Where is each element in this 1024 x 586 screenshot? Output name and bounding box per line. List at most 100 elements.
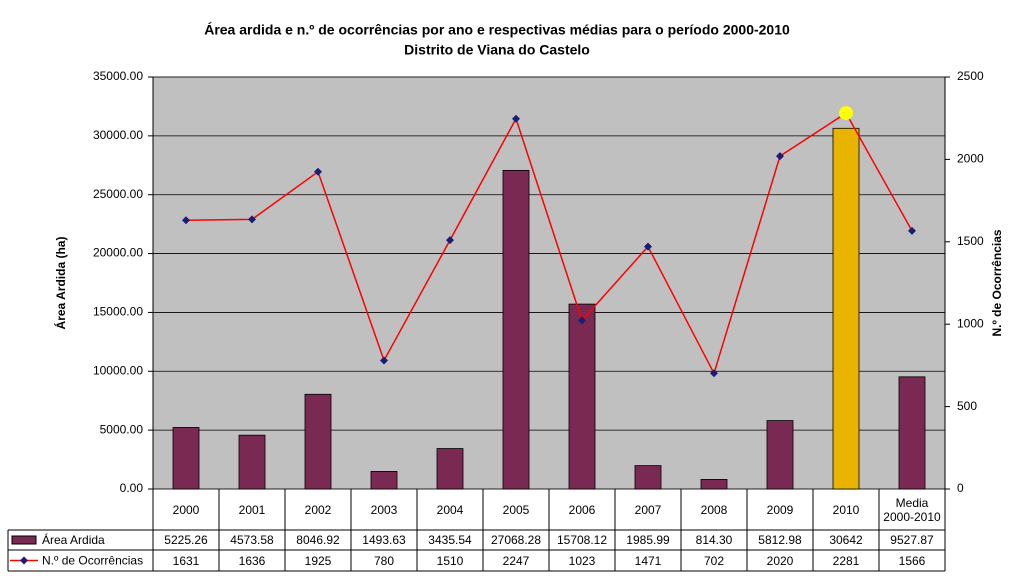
bar xyxy=(832,127,860,490)
bar xyxy=(304,393,332,490)
legend-marker xyxy=(20,556,28,565)
table-value: 15708.12 xyxy=(556,533,608,547)
table-value-box: 1566 xyxy=(898,553,926,568)
legend-label: N.º de Ocorrências xyxy=(42,554,143,568)
y2-tick-label: 0 xyxy=(957,481,964,495)
y2-tick-label: 2000 xyxy=(957,152,984,166)
table-value-box: 30642 xyxy=(829,533,863,547)
category-label: 2009 xyxy=(766,502,794,517)
category-label: 2004 xyxy=(436,502,464,517)
y-tick-label: 10000.00 xyxy=(93,363,143,377)
table-value: 2247 xyxy=(502,553,530,568)
table-value-box: 1510 xyxy=(436,553,464,568)
table-value-box: 27068.28 xyxy=(490,533,542,547)
category-label-box: 2006 xyxy=(569,503,596,517)
bar xyxy=(238,434,266,490)
table-value-box: 4573.58 xyxy=(230,533,274,547)
category-label: 2003 xyxy=(370,502,398,517)
table-value-box: 9527.87 xyxy=(890,533,934,547)
category-label-box: 2008 xyxy=(700,502,728,517)
y2-tick-label: 1500 xyxy=(957,234,984,248)
bar xyxy=(172,427,200,490)
table-value-box: 1925 xyxy=(304,553,332,568)
category-label-box: Media 2000-2010 xyxy=(883,495,941,524)
table-value: 1985.99 xyxy=(626,533,670,547)
category-label-box: 2004 xyxy=(436,502,464,517)
table-value-box: 3435.54 xyxy=(428,533,471,547)
category-label: 2001 xyxy=(238,502,266,517)
bar xyxy=(568,303,596,490)
y-tick-label: 5000.00 xyxy=(100,422,144,436)
table-value-box: 8046.92 xyxy=(296,533,340,547)
table-value-box: 1471 xyxy=(634,553,662,568)
bar xyxy=(436,448,464,490)
bar xyxy=(700,479,728,490)
table-value: 27068.28 xyxy=(490,533,542,547)
y-tick-label: 35000.00 xyxy=(93,69,143,83)
table-value: 702 xyxy=(703,553,725,568)
category-label-box: 2005 xyxy=(502,502,530,517)
table-value-box: 780 xyxy=(373,553,395,568)
marker xyxy=(578,316,586,325)
table-value: 30642 xyxy=(829,533,863,547)
category-label: 2000 xyxy=(172,502,200,517)
y-tick-label: 25000.00 xyxy=(93,187,143,201)
table-value-box: 15708.12 xyxy=(556,533,608,547)
category-label-box: 2010 xyxy=(833,503,860,517)
legend-swatch xyxy=(11,535,37,545)
table-value-box: 702 xyxy=(703,553,725,568)
table-value: 5812.98 xyxy=(758,533,802,547)
table-value: 2281 xyxy=(832,553,860,568)
table-value: 1471 xyxy=(634,553,662,568)
table-value-box: 1493.63 xyxy=(362,533,406,547)
table-value-box: 1631 xyxy=(172,553,200,568)
bar xyxy=(766,420,794,490)
table-value: 9527.87 xyxy=(890,533,934,547)
table-value: 780 xyxy=(373,553,395,568)
table-value: 4573.58 xyxy=(230,533,274,547)
marker xyxy=(644,242,652,251)
table-value: 1631 xyxy=(172,553,200,568)
table-value: 2020 xyxy=(766,553,794,568)
category-label: 2007 xyxy=(634,502,662,517)
table-value: 5225.26 xyxy=(164,533,208,547)
line xyxy=(185,112,913,376)
table-value: 1925 xyxy=(304,553,332,568)
marker xyxy=(512,114,520,123)
marker xyxy=(248,215,256,224)
table-value: 1493.63 xyxy=(362,533,406,547)
marker xyxy=(908,226,916,235)
category-label-box: 2000 xyxy=(172,502,200,517)
table-value-box: 814.30 xyxy=(695,533,733,547)
y2-tick-label: 500 xyxy=(957,399,977,413)
table-value: 1510 xyxy=(436,553,464,568)
y2-tick-label: 2500 xyxy=(957,69,984,83)
category-label: 2008 xyxy=(700,502,728,517)
category-label-box: 2002 xyxy=(305,503,332,517)
plot-area xyxy=(152,76,946,490)
table-value: 1636 xyxy=(238,553,266,568)
y-axis-title: Área Ardida (ha) xyxy=(53,237,68,330)
table-value-box: 1636 xyxy=(238,553,266,568)
table-value-box: 1023 xyxy=(569,554,596,568)
table-value-box: 1985.99 xyxy=(626,533,670,547)
marker xyxy=(182,216,190,225)
category-label-box: 2007 xyxy=(634,502,662,517)
y2-axis-title: N.º de Ocorrências xyxy=(990,229,1004,336)
table-value: 1566 xyxy=(898,553,926,568)
table-value-box: 2247 xyxy=(502,553,530,568)
table-value: 8046.92 xyxy=(296,533,340,547)
y-tick-label: 0.00 xyxy=(120,481,144,495)
category-label: 2005 xyxy=(502,502,530,517)
bar xyxy=(634,465,662,490)
bar xyxy=(898,376,926,490)
table-value: 814.30 xyxy=(695,533,733,547)
table-value-box: 2020 xyxy=(766,553,794,568)
category-label: Media 2000-2010 xyxy=(883,495,941,524)
category-label-box: 2001 xyxy=(238,502,266,517)
chart-subtitle: Distrito de Viana do Castelo xyxy=(404,42,590,58)
table-value-box: 2281 xyxy=(832,553,860,568)
table-value-box: 5225.26 xyxy=(164,533,208,547)
marker xyxy=(839,106,853,121)
